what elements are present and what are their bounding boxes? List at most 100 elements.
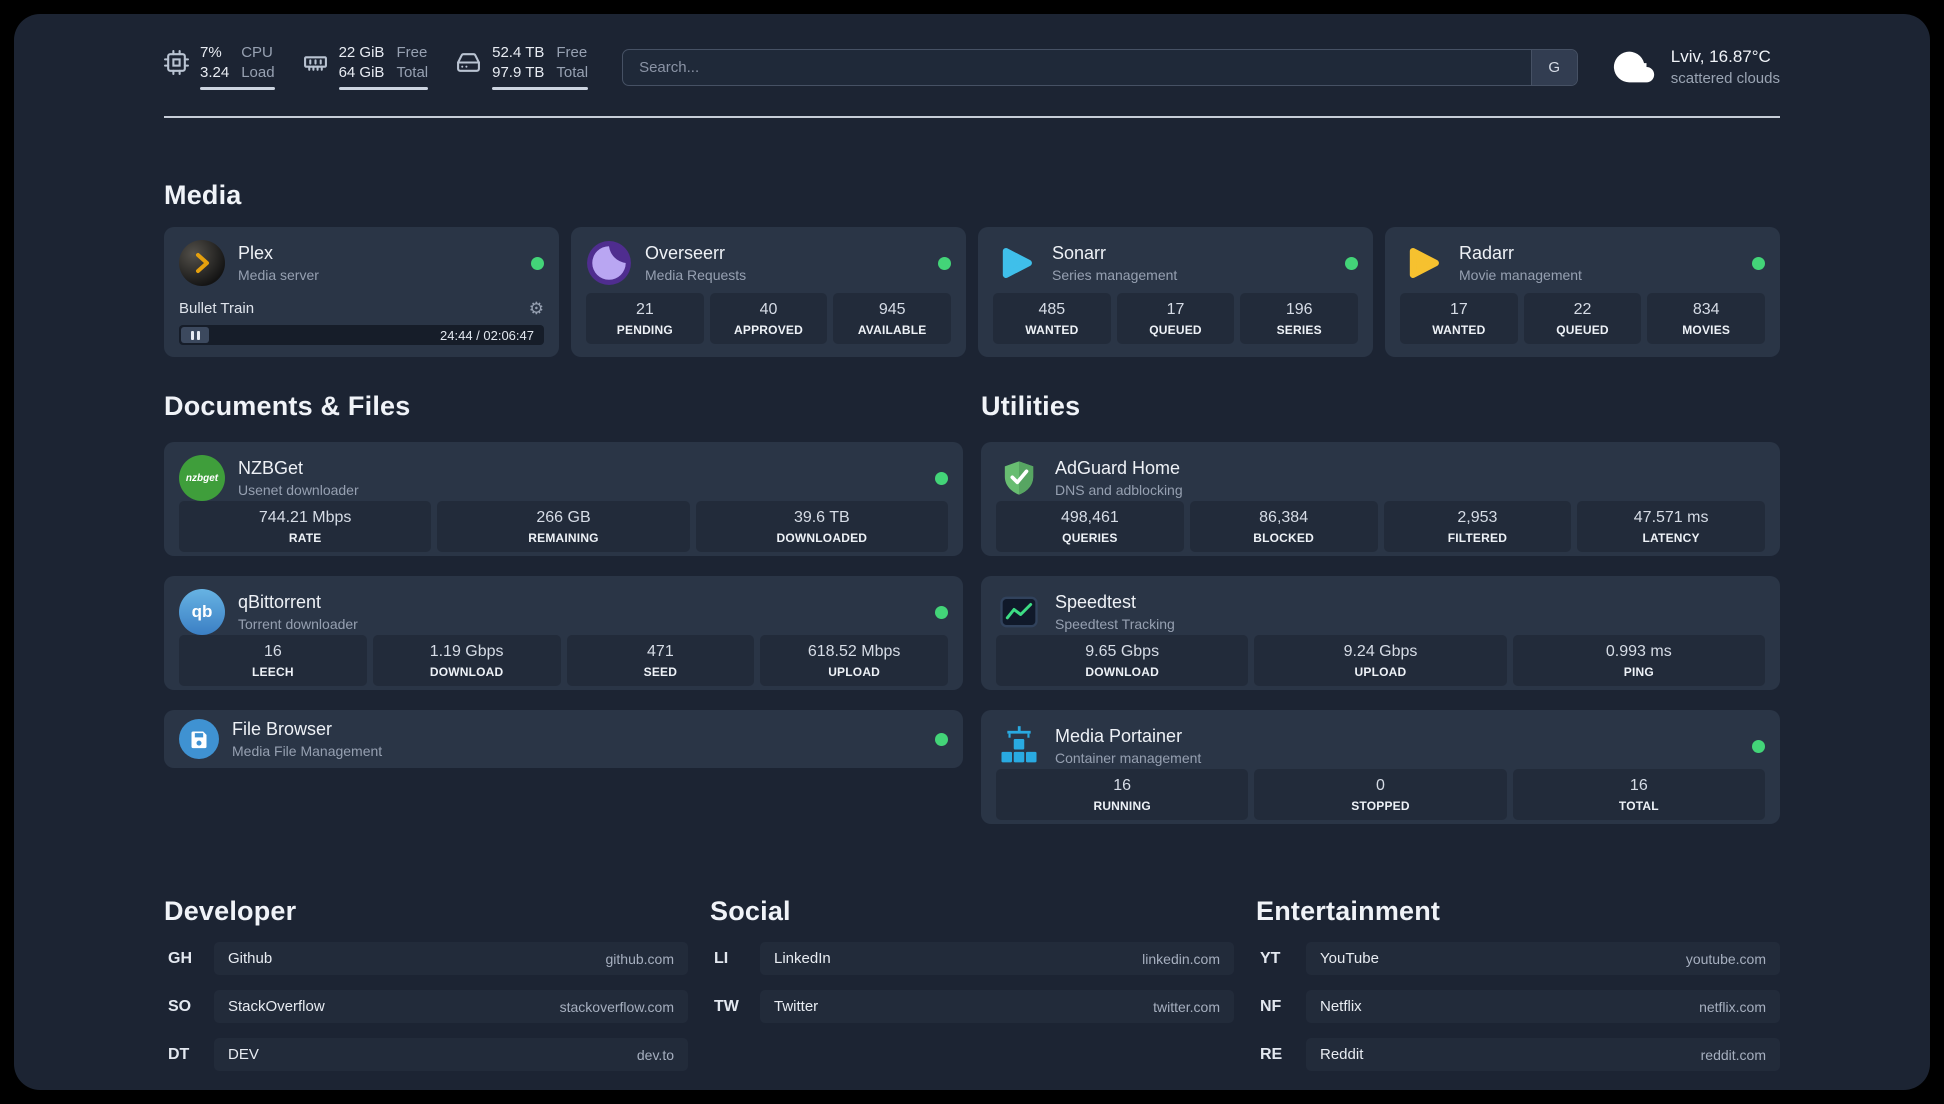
link-row-github[interactable]: GH Github github.com (164, 942, 688, 975)
stat-value: 16 (1113, 777, 1132, 794)
section-title-utilities: Utilities (981, 391, 1081, 421)
stat-value: 498,461 (1060, 509, 1119, 526)
app-subtitle: Torrent downloader (238, 616, 358, 632)
link-row-reddit[interactable]: RE Reddit reddit.com (1256, 1038, 1780, 1071)
stat-label: UPLOAD (828, 665, 881, 679)
link-name: Reddit (1320, 1046, 1364, 1063)
status-dot (935, 732, 948, 746)
stat-tile: 2,953 FILTERED (1383, 501, 1572, 552)
link-name: Netflix (1320, 998, 1362, 1015)
disk-total-value: 97.9 TB (492, 64, 545, 81)
nzbget-card[interactable]: nzbget NZBGet Usenet downloader 744.21 M… (164, 442, 963, 556)
playback-time: 24:44 / 02:06:47 (440, 327, 534, 343)
player-progress-bar[interactable]: 24:44 / 02:06:47 (179, 325, 544, 345)
sonarr-card[interactable]: Sonarr Series management 485 WANTED 17 Q… (978, 227, 1373, 357)
nzbget-icon: nzbget (179, 455, 225, 501)
ram-usage-bar (338, 87, 429, 90)
stat-label: SEED (643, 665, 678, 679)
stat-value: 0.993 ms (1605, 643, 1672, 660)
stat-tile: 618.52 Mbps UPLOAD (760, 635, 948, 686)
stat-label: APPROVED (734, 323, 803, 337)
link-row-netflix[interactable]: NF Netflix netflix.com (1256, 990, 1780, 1023)
stat-label: QUEUED (1556, 323, 1609, 337)
stat-label: TOTAL (1618, 799, 1659, 813)
stat-tile: 39.6 TB DOWNLOADED (695, 501, 948, 552)
stat-label: PENDING (616, 323, 673, 337)
stat-label: UPLOAD (1354, 665, 1407, 679)
sonarr-icon (993, 240, 1039, 286)
stat-label: RATE (288, 531, 322, 545)
status-dot (1752, 739, 1765, 753)
filebrowser-card[interactable]: File Browser Media File Management (164, 710, 963, 768)
link-row-twitter[interactable]: TW Twitter twitter.com (710, 990, 1234, 1023)
stat-tile: 9.65 Gbps DOWNLOAD (996, 635, 1249, 686)
link-name: DEV (228, 1046, 259, 1063)
stat-tile: 485 WANTED (993, 293, 1111, 344)
cpu-icon (164, 50, 189, 75)
qbittorrent-card[interactable]: qb qBittorrent Torrent downloader 16 LEE… (164, 576, 963, 690)
stat-label: WANTED (1432, 323, 1486, 337)
pause-button[interactable] (181, 327, 209, 343)
stat-label: DOWNLOAD (429, 665, 504, 679)
search-engine-button[interactable]: G (1530, 49, 1577, 85)
stat-tile: 86,384 BLOCKED (1189, 501, 1378, 552)
search-bar: G (622, 48, 1578, 86)
cloud-icon (1613, 51, 1654, 83)
weather-widget[interactable]: Lviv, 16.87°C scattered clouds (1612, 44, 1780, 90)
disk-metric: 52.4 TB 97.9 TB Free Total (456, 44, 589, 90)
stat-label: PING (1623, 665, 1654, 679)
app-subtitle: Media File Management (232, 743, 383, 759)
status-dot (935, 471, 948, 485)
status-dot (1752, 256, 1765, 270)
link-row-linkedin[interactable]: LI LinkedIn linkedin.com (710, 942, 1234, 975)
app-name: Plex (238, 243, 274, 263)
link-abbr: RE (1260, 1045, 1283, 1063)
qbittorrent-icon: qb (179, 589, 225, 635)
link-row-dev[interactable]: DT DEV dev.to (164, 1038, 688, 1071)
link-url: netflix.com (1699, 998, 1766, 1015)
adguard-card[interactable]: AdGuard Home DNS and adblocking 498,461 … (981, 442, 1780, 556)
link-url: linkedin.com (1142, 950, 1220, 967)
stat-value: 17 (1449, 301, 1468, 318)
status-dot (531, 256, 544, 270)
stat-tile: 21 PENDING (586, 293, 704, 344)
link-name: Twitter (774, 998, 819, 1015)
radarr-card[interactable]: Radarr Movie management 17 WANTED 22 QUE… (1385, 227, 1780, 357)
app-name: Sonarr (1052, 243, 1107, 263)
system-metrics: 7% 3.24 CPU Load (164, 44, 589, 90)
app-subtitle: Speedtest Tracking (1055, 616, 1175, 632)
speedtest-card[interactable]: Speedtest Speedtest Tracking 9.65 Gbps D… (981, 576, 1780, 690)
app-name: File Browser (232, 719, 333, 739)
gear-icon[interactable]: ⚙ (528, 299, 544, 318)
status-dot (938, 256, 951, 270)
stat-tile: 266 GB REMAINING (437, 501, 690, 552)
link-row-stackoverflow[interactable]: SO StackOverflow stackoverflow.com (164, 990, 688, 1023)
cpu-usage-bar (200, 87, 275, 90)
app-name: Overseerr (645, 243, 726, 263)
search-input[interactable] (623, 58, 1531, 76)
stat-tile: 16 TOTAL (1512, 769, 1765, 820)
stat-tile: 0.993 ms PING (1512, 635, 1765, 686)
stat-value: 16 (263, 643, 282, 660)
cpu-metric: 7% 3.24 CPU Load (164, 44, 275, 90)
ram-total-value: 64 GiB (338, 64, 385, 81)
stat-tile: 498,461 QUERIES (996, 501, 1184, 552)
link-name: LinkedIn (774, 950, 831, 967)
stat-label: FILTERED (1447, 531, 1508, 545)
link-url: youtube.com (1685, 950, 1766, 967)
overseerr-card[interactable]: Overseerr Media Requests 21 PENDING 40 A… (571, 227, 966, 357)
stat-value: 744.21 Mbps (258, 509, 352, 526)
stat-tile: 40 APPROVED (709, 293, 828, 344)
stat-tile: 16 RUNNING (996, 769, 1249, 820)
app-subtitle: Container management (1055, 750, 1202, 766)
link-abbr: SO (168, 997, 192, 1015)
stat-value: 16 (1629, 777, 1648, 794)
link-abbr: TW (714, 997, 739, 1015)
link-abbr: DT (168, 1045, 190, 1063)
plex-card[interactable]: Plex Media server Bullet Train ⚙ 24:44 /… (164, 227, 559, 357)
portainer-card[interactable]: Media Portainer Container management 16 … (981, 710, 1780, 824)
stat-value: 39.6 TB (793, 509, 850, 526)
link-row-youtube[interactable]: YT YouTube youtube.com (1256, 942, 1780, 975)
app-subtitle: Usenet downloader (238, 482, 359, 498)
app-name: Media Portainer (1055, 726, 1183, 746)
